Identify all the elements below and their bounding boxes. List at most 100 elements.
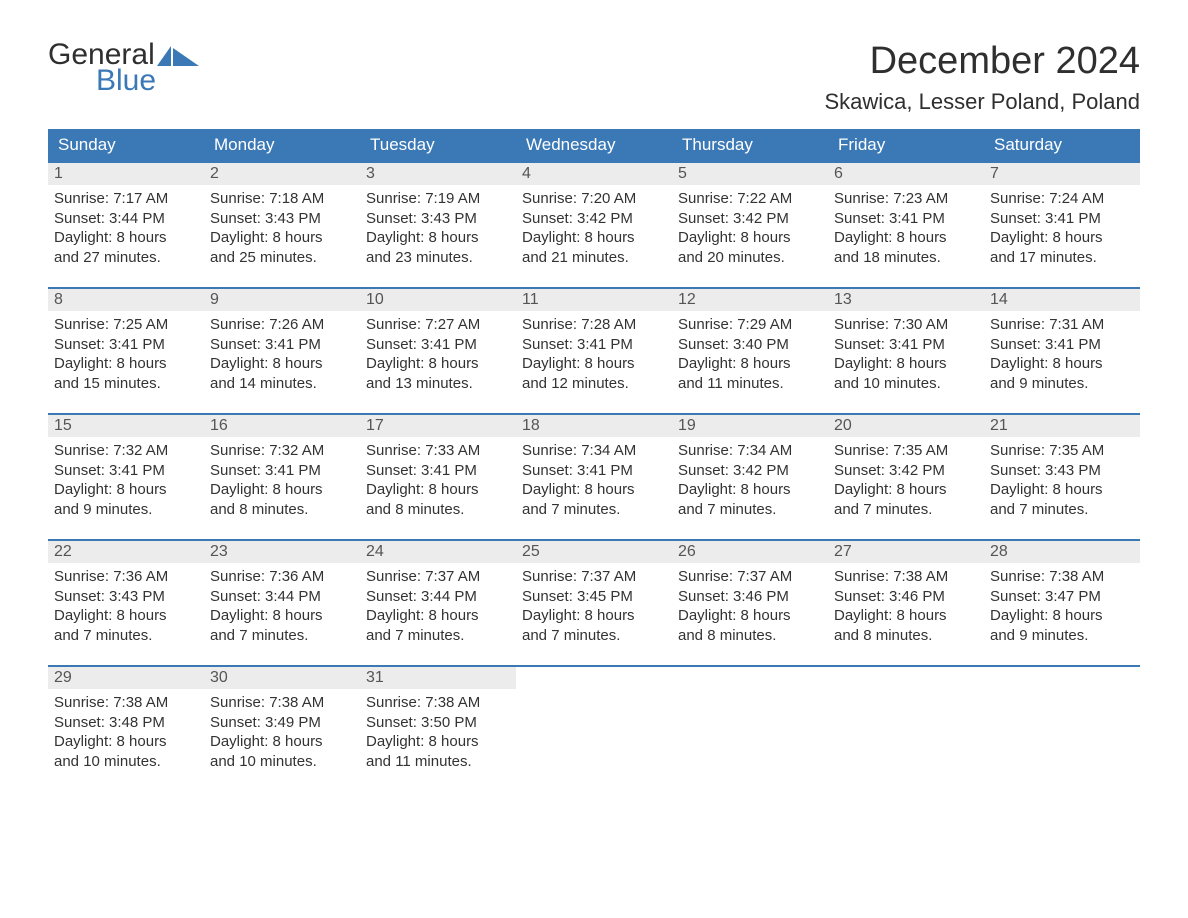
calendar-cell: 12Sunrise: 7:29 AMSunset: 3:40 PMDayligh… [672, 289, 828, 397]
sunset-line: Sunset: 3:44 PM [366, 587, 510, 607]
sunset-line: Sunset: 3:42 PM [834, 461, 978, 481]
calendar-cell [984, 667, 1140, 775]
calendar-cell: 2Sunrise: 7:18 AMSunset: 3:43 PMDaylight… [204, 163, 360, 271]
day-details: Sunrise: 7:38 AMSunset: 3:50 PMDaylight:… [360, 689, 516, 775]
daylight-line: Daylight: 8 hours [834, 354, 978, 374]
day-number: 25 [516, 541, 672, 563]
day-details: Sunrise: 7:34 AMSunset: 3:42 PMDaylight:… [672, 437, 828, 523]
weekday-header: Thursday [672, 129, 828, 161]
calendar-week-row: 15Sunrise: 7:32 AMSunset: 3:41 PMDayligh… [48, 413, 1140, 523]
weekday-header: Tuesday [360, 129, 516, 161]
sunrise-line: Sunrise: 7:26 AM [210, 315, 354, 335]
sunset-line: Sunset: 3:41 PM [210, 335, 354, 355]
sunset-line: Sunset: 3:41 PM [54, 335, 198, 355]
day-details: Sunrise: 7:20 AMSunset: 3:42 PMDaylight:… [516, 185, 672, 271]
daylight-line: Daylight: 8 hours [54, 606, 198, 626]
calendar-cell: 11Sunrise: 7:28 AMSunset: 3:41 PMDayligh… [516, 289, 672, 397]
daylight-line: and 7 minutes. [210, 626, 354, 646]
daylight-line: and 12 minutes. [522, 374, 666, 394]
daylight-line: Daylight: 8 hours [54, 354, 198, 374]
daylight-line: and 10 minutes. [834, 374, 978, 394]
calendar-cell: 26Sunrise: 7:37 AMSunset: 3:46 PMDayligh… [672, 541, 828, 649]
calendar-cell [672, 667, 828, 775]
day-details: Sunrise: 7:37 AMSunset: 3:44 PMDaylight:… [360, 563, 516, 649]
sunrise-line: Sunrise: 7:20 AM [522, 189, 666, 209]
calendar-cell: 21Sunrise: 7:35 AMSunset: 3:43 PMDayligh… [984, 415, 1140, 523]
calendar-cell: 4Sunrise: 7:20 AMSunset: 3:42 PMDaylight… [516, 163, 672, 271]
day-number: 28 [984, 541, 1140, 563]
sunrise-line: Sunrise: 7:36 AM [210, 567, 354, 587]
daylight-line: Daylight: 8 hours [834, 480, 978, 500]
day-details: Sunrise: 7:32 AMSunset: 3:41 PMDaylight:… [204, 437, 360, 523]
sunset-line: Sunset: 3:43 PM [366, 209, 510, 229]
day-details: Sunrise: 7:24 AMSunset: 3:41 PMDaylight:… [984, 185, 1140, 271]
daylight-line: Daylight: 8 hours [366, 228, 510, 248]
daylight-line: Daylight: 8 hours [54, 228, 198, 248]
calendar-cell: 6Sunrise: 7:23 AMSunset: 3:41 PMDaylight… [828, 163, 984, 271]
brand-word-2: Blue [48, 66, 199, 96]
day-number: 17 [360, 415, 516, 437]
calendar-cell: 16Sunrise: 7:32 AMSunset: 3:41 PMDayligh… [204, 415, 360, 523]
sunset-line: Sunset: 3:45 PM [522, 587, 666, 607]
day-number: 10 [360, 289, 516, 311]
day-number: 4 [516, 163, 672, 185]
sunrise-line: Sunrise: 7:19 AM [366, 189, 510, 209]
day-number: 9 [204, 289, 360, 311]
daylight-line: and 9 minutes. [54, 500, 198, 520]
sunrise-line: Sunrise: 7:38 AM [834, 567, 978, 587]
day-number: 29 [48, 667, 204, 689]
sunrise-line: Sunrise: 7:35 AM [834, 441, 978, 461]
day-details: Sunrise: 7:32 AMSunset: 3:41 PMDaylight:… [48, 437, 204, 523]
sunset-line: Sunset: 3:42 PM [522, 209, 666, 229]
sunrise-line: Sunrise: 7:34 AM [522, 441, 666, 461]
daylight-line: and 7 minutes. [54, 626, 198, 646]
weekday-header: Friday [828, 129, 984, 161]
sunset-line: Sunset: 3:47 PM [990, 587, 1134, 607]
day-details: Sunrise: 7:25 AMSunset: 3:41 PMDaylight:… [48, 311, 204, 397]
title-block: December 2024 Skawica, Lesser Poland, Po… [824, 40, 1140, 115]
daylight-line: Daylight: 8 hours [522, 606, 666, 626]
sunrise-line: Sunrise: 7:30 AM [834, 315, 978, 335]
weekday-header: Monday [204, 129, 360, 161]
day-details: Sunrise: 7:22 AMSunset: 3:42 PMDaylight:… [672, 185, 828, 271]
daylight-line: Daylight: 8 hours [210, 228, 354, 248]
daylight-line: Daylight: 8 hours [54, 480, 198, 500]
day-number: 30 [204, 667, 360, 689]
sunset-line: Sunset: 3:41 PM [522, 335, 666, 355]
daylight-line: and 7 minutes. [834, 500, 978, 520]
sunset-line: Sunset: 3:41 PM [366, 335, 510, 355]
day-details: Sunrise: 7:36 AMSunset: 3:44 PMDaylight:… [204, 563, 360, 649]
sunset-line: Sunset: 3:41 PM [834, 335, 978, 355]
sunrise-line: Sunrise: 7:38 AM [54, 693, 198, 713]
sunrise-line: Sunrise: 7:37 AM [678, 567, 822, 587]
sunset-line: Sunset: 3:41 PM [54, 461, 198, 481]
day-number: 20 [828, 415, 984, 437]
calendar-cell: 8Sunrise: 7:25 AMSunset: 3:41 PMDaylight… [48, 289, 204, 397]
daylight-line: and 11 minutes. [678, 374, 822, 394]
sunrise-line: Sunrise: 7:37 AM [366, 567, 510, 587]
day-details: Sunrise: 7:28 AMSunset: 3:41 PMDaylight:… [516, 311, 672, 397]
day-number: 1 [48, 163, 204, 185]
weekday-header-row: Sunday Monday Tuesday Wednesday Thursday… [48, 129, 1140, 161]
sunset-line: Sunset: 3:40 PM [678, 335, 822, 355]
daylight-line: Daylight: 8 hours [366, 354, 510, 374]
sunset-line: Sunset: 3:46 PM [678, 587, 822, 607]
daylight-line: Daylight: 8 hours [990, 606, 1134, 626]
sunset-line: Sunset: 3:43 PM [54, 587, 198, 607]
day-details: Sunrise: 7:29 AMSunset: 3:40 PMDaylight:… [672, 311, 828, 397]
calendar-cell: 23Sunrise: 7:36 AMSunset: 3:44 PMDayligh… [204, 541, 360, 649]
calendar-cell: 17Sunrise: 7:33 AMSunset: 3:41 PMDayligh… [360, 415, 516, 523]
daylight-line: and 17 minutes. [990, 248, 1134, 268]
sunset-line: Sunset: 3:44 PM [210, 587, 354, 607]
day-details: Sunrise: 7:38 AMSunset: 3:48 PMDaylight:… [48, 689, 204, 775]
calendar-week-row: 8Sunrise: 7:25 AMSunset: 3:41 PMDaylight… [48, 287, 1140, 397]
sunset-line: Sunset: 3:43 PM [210, 209, 354, 229]
daylight-line: Daylight: 8 hours [990, 228, 1134, 248]
day-details: Sunrise: 7:27 AMSunset: 3:41 PMDaylight:… [360, 311, 516, 397]
day-details: Sunrise: 7:17 AMSunset: 3:44 PMDaylight:… [48, 185, 204, 271]
sunrise-line: Sunrise: 7:34 AM [678, 441, 822, 461]
day-number: 22 [48, 541, 204, 563]
day-details: Sunrise: 7:23 AMSunset: 3:41 PMDaylight:… [828, 185, 984, 271]
daylight-line: Daylight: 8 hours [522, 228, 666, 248]
day-details: Sunrise: 7:19 AMSunset: 3:43 PMDaylight:… [360, 185, 516, 271]
